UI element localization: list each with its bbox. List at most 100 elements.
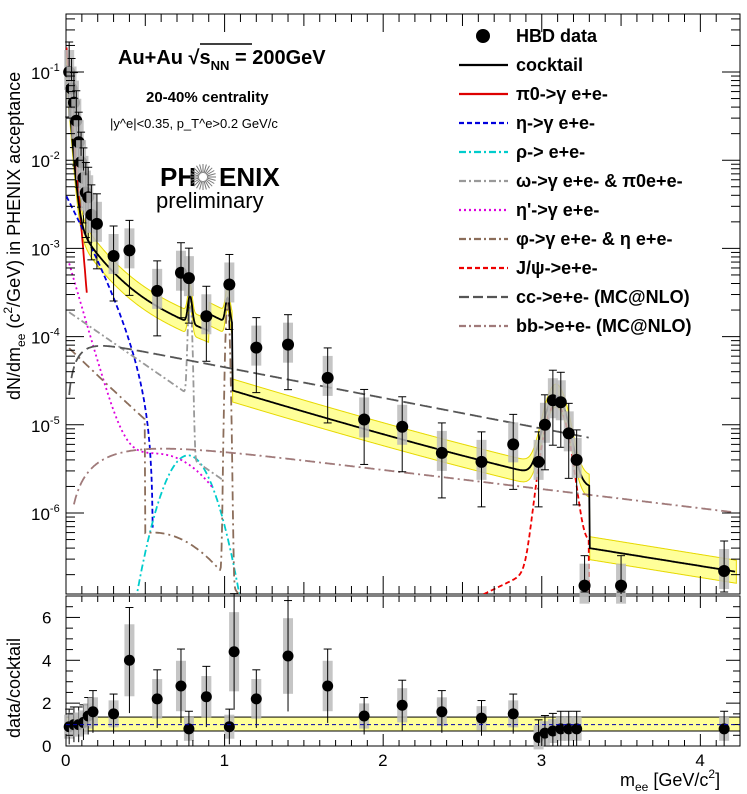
data-marker — [182, 272, 195, 285]
ratio-marker — [358, 710, 370, 722]
data-marker — [538, 418, 551, 431]
data-marker — [507, 438, 520, 451]
ratio-marker — [396, 699, 408, 711]
ratio-data-point — [507, 693, 519, 734]
data-marker — [532, 455, 545, 468]
legend-label: π0->γ e+e- — [516, 84, 608, 104]
starburst-ray — [206, 178, 215, 184]
legend-marker — [476, 29, 490, 43]
ratio-data-point — [175, 648, 187, 723]
hbd-data-point — [396, 396, 409, 473]
ratio-y-tick-label: 6 — [42, 608, 51, 627]
ratio-marker — [563, 723, 575, 735]
ratio-data-point — [123, 606, 135, 714]
hbd-data-point — [107, 225, 120, 302]
legend-entry: φ->γ e+e- & η e+e- — [459, 229, 672, 249]
logo-starburst-icon — [190, 164, 216, 190]
ratio-data-point — [322, 648, 334, 723]
ratio-marker — [571, 723, 583, 735]
etaprime-curve — [68, 263, 214, 489]
hbd-data-point — [578, 555, 591, 604]
data-marker — [200, 310, 213, 323]
ratio-marker — [87, 706, 99, 718]
starburst-ray — [204, 180, 210, 189]
ratio-marker — [200, 691, 212, 703]
ratio-data-point — [250, 669, 262, 728]
legend-entry: cc->e+e- (MC@NLO) — [459, 287, 690, 307]
ratio-data-point — [108, 693, 120, 734]
ratio-y-tick-label: 4 — [42, 651, 51, 670]
y-tick-label: 10-4 — [31, 327, 60, 348]
hbd-data-point — [321, 347, 334, 424]
ratio-marker — [228, 646, 240, 658]
hbd-data-point — [718, 540, 731, 593]
starburst-ray — [199, 164, 203, 174]
legend-label: J/ψ->e+e- — [516, 258, 598, 278]
y-tick-label: 10-1 — [31, 62, 60, 83]
starburst-ray — [203, 164, 207, 174]
data-marker — [570, 453, 583, 466]
starburst-ray — [205, 167, 213, 175]
x-tick-label: 4 — [695, 751, 704, 770]
ratio-data-point — [571, 710, 583, 746]
starburst-ray — [199, 180, 203, 190]
centrality-label: 20-40% centrality — [146, 89, 269, 106]
hbd-data-point — [570, 429, 583, 506]
hbd-data-point — [538, 394, 551, 471]
main-plot-frame — [65, 13, 741, 595]
hbd-data-point — [435, 422, 448, 499]
data-marker — [223, 278, 236, 291]
ratio-data-point — [87, 690, 99, 733]
hbd-data-point — [223, 253, 236, 330]
hbd-data-points — [63, 41, 731, 604]
legend-label: cc->e+e- (MC@NLO) — [516, 287, 690, 307]
ratio-marker — [183, 723, 195, 735]
starburst-ray — [193, 179, 201, 187]
hbd-data-point — [532, 431, 545, 508]
ratio-data-point — [358, 697, 370, 735]
x-tick-label: 2 — [378, 751, 387, 770]
ratio-data-point — [223, 708, 235, 745]
bottom-curve — [73, 447, 736, 514]
data-marker — [396, 420, 409, 433]
ratio-marker — [282, 650, 294, 662]
legend-label: bb->e+e- (MC@NLO) — [516, 316, 692, 336]
ratio-data-point — [555, 710, 567, 746]
ratio-marker — [223, 721, 235, 733]
legend-label: HBD data — [516, 26, 598, 46]
hbd-data-point — [282, 314, 295, 391]
legend-entry: J/ψ->e+e- — [459, 258, 598, 278]
hbd-data-point — [507, 413, 520, 490]
data-marker — [475, 455, 488, 468]
legend-entry: η->γ e+e- — [459, 113, 595, 133]
starburst-ray — [205, 179, 213, 187]
data-marker — [562, 427, 575, 440]
hbd-data-point — [200, 285, 213, 362]
legend-entry: cocktail — [459, 55, 583, 75]
data-marker — [282, 338, 295, 351]
phenix-logo: PH ENIX preliminary — [156, 162, 280, 213]
hbd-data-point — [123, 219, 136, 296]
phi-curve — [68, 299, 240, 594]
ratio-marker — [322, 680, 334, 692]
collision-system: Au+Au √sNN = 200GeV — [118, 47, 326, 73]
main-y-tick-labels: 10-1 10-2 10-3 10-4 10-5 10-6 — [31, 62, 60, 524]
legend-label: η->γ e+e- — [516, 113, 595, 133]
ratio-y-tick-label: 0 — [42, 737, 51, 756]
ratio-marker — [476, 712, 488, 724]
starburst-ray — [196, 180, 202, 189]
ratio-data-point — [476, 700, 488, 736]
ratio-marker — [175, 680, 187, 692]
hbd-data-point — [546, 369, 559, 446]
x-tick-label: 0 — [61, 751, 70, 770]
cocktail-band — [66, 53, 737, 584]
legend-label: φ->γ e+e- & η e+e- — [516, 229, 672, 249]
data-marker — [250, 341, 263, 354]
data-marker — [358, 413, 371, 426]
acceptance-label: |y^e|<0.35, p_T^e>0.2 GeV/c — [110, 116, 278, 131]
x-axis-title: mee [GeV/c2] — [620, 767, 720, 794]
hbd-data-point — [475, 431, 488, 508]
ratio-data-point — [183, 710, 195, 746]
ratio-marker — [718, 723, 730, 735]
